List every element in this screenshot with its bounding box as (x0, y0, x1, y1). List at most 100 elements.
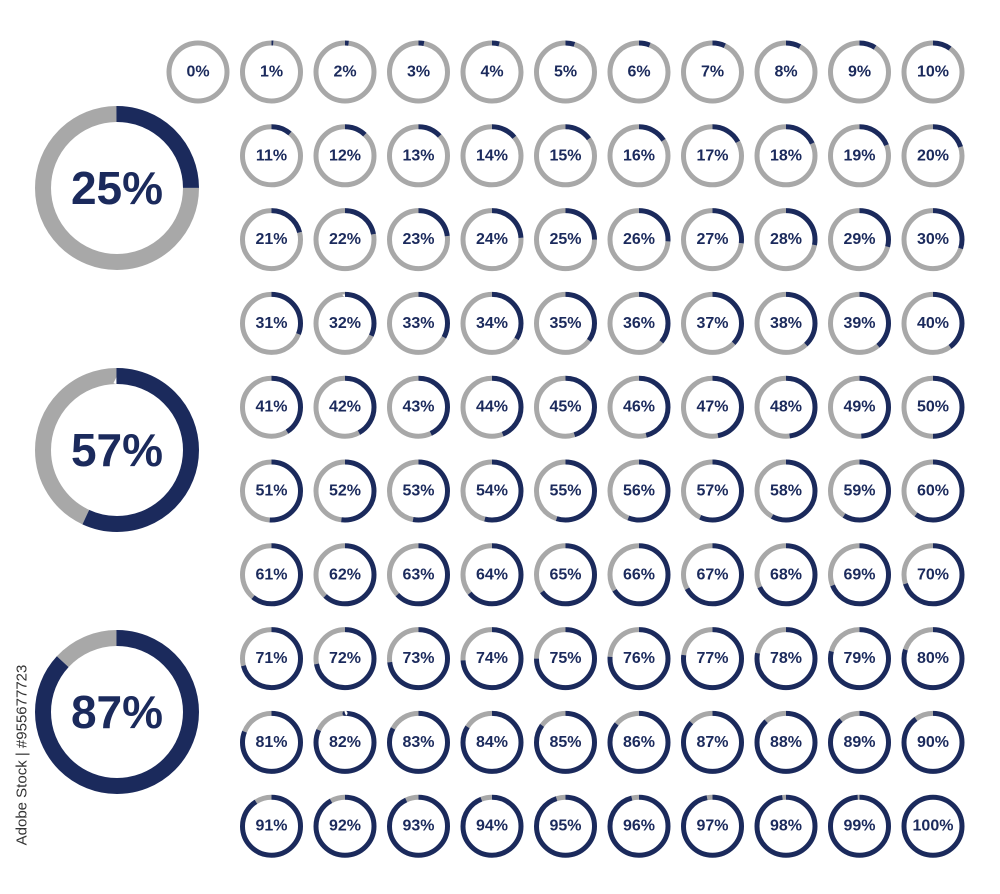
ring-label: 73% (402, 650, 434, 667)
ring-progress (607, 459, 671, 523)
ring-label: 51% (255, 483, 287, 500)
ring-label: 40% (917, 315, 949, 332)
ring-progress (754, 794, 818, 858)
ring-label: 69% (843, 566, 875, 583)
ring-progress (313, 375, 377, 439)
ring-progress (828, 291, 891, 355)
ring-progress (901, 375, 965, 439)
ring-progress (387, 627, 450, 691)
ring-progress (607, 543, 671, 607)
ring-progress (754, 208, 818, 272)
ring-progress (681, 710, 744, 774)
ring-label: 77% (696, 650, 728, 667)
ring-progress (828, 124, 891, 188)
ring-progress (240, 375, 303, 439)
ring-label: 48% (770, 399, 802, 416)
ring-progress (534, 543, 597, 607)
ring-progress (460, 291, 524, 355)
ring-progress (313, 291, 377, 355)
ring-progress (754, 375, 818, 439)
ring-progress (240, 794, 303, 858)
ring-label: 52% (329, 483, 361, 500)
ring-label: 91% (255, 818, 287, 835)
ring-progress (681, 543, 744, 607)
ring-progress (754, 543, 818, 607)
ring-label: 60% (917, 483, 949, 500)
ring-progress (460, 124, 524, 188)
ring-progress (313, 710, 377, 774)
ring-label: 63% (402, 566, 434, 583)
ring-progress (387, 710, 450, 774)
ring-progress (681, 40, 744, 104)
ring-progress (681, 459, 744, 523)
ring-label: 99% (843, 818, 875, 835)
ring-progress (534, 40, 597, 104)
ring-label: 0% (186, 64, 209, 81)
ring-progress (681, 627, 744, 691)
ring-progress (607, 375, 671, 439)
ring-progress (534, 459, 597, 523)
ring-label: 18% (770, 147, 802, 164)
ring-label: 47% (696, 399, 728, 416)
ring-label: 66% (623, 566, 655, 583)
ring-label: 65% (549, 566, 581, 583)
ring-label: 38% (770, 315, 802, 332)
ring-label: 30% (917, 231, 949, 248)
ring-label: 93% (402, 818, 434, 835)
ring-progress (901, 40, 965, 104)
ring-label: 55% (549, 483, 581, 500)
ring-progress (901, 543, 965, 607)
ring-label: 45% (549, 399, 581, 416)
ring-label: 13% (402, 147, 434, 164)
ring-label: 46% (623, 399, 655, 416)
ring-progress (460, 710, 524, 774)
ring-label: 88% (770, 734, 802, 751)
ring-label: 8% (774, 64, 797, 81)
ring-progress (681, 208, 744, 272)
ring-label: 15% (549, 147, 581, 164)
ring-progress (901, 124, 965, 188)
ring-progress (901, 627, 965, 691)
ring-label: 25% (549, 231, 581, 248)
ring-progress (828, 375, 891, 439)
ring-progress (313, 208, 377, 272)
ring-label: 62% (329, 566, 361, 583)
ring-label: 100% (913, 818, 954, 835)
ring-label: 53% (402, 483, 434, 500)
ring-label: 94% (476, 818, 508, 835)
ring-progress (754, 459, 818, 523)
ring-label: 6% (627, 64, 650, 81)
ring-progress (387, 124, 450, 188)
ring-progress (240, 459, 303, 523)
ring-label: 19% (843, 147, 875, 164)
ring-label: 75% (549, 650, 581, 667)
ring-label: 67% (696, 566, 728, 583)
ring-progress (607, 40, 671, 104)
ring-label: 12% (329, 147, 361, 164)
ring-label: 29% (843, 231, 875, 248)
ring-label: 9% (848, 64, 871, 81)
ring-label: 43% (402, 399, 434, 416)
ring-track (387, 208, 450, 272)
ring-label: 56% (623, 483, 655, 500)
ring-label: 16% (623, 147, 655, 164)
ring-progress (754, 627, 818, 691)
ring-progress (35, 368, 199, 532)
ring-label: 76% (623, 650, 655, 667)
ring-label: 83% (402, 734, 434, 751)
ring-track (681, 208, 744, 272)
ring-progress (754, 710, 818, 774)
ring-label: 39% (843, 315, 875, 332)
ring-label: 49% (843, 399, 875, 416)
ring-progress (828, 710, 891, 774)
ring-progress (534, 627, 597, 691)
side-text: Adobe Stock | #955677723 (14, 665, 31, 846)
ring-progress (901, 459, 965, 523)
ring-label: 90% (917, 734, 949, 751)
ring-progress (681, 124, 744, 188)
ring-label: 3% (407, 64, 430, 81)
ring-progress (901, 291, 965, 355)
ring-label: 37% (696, 315, 728, 332)
ring-label: 82% (329, 734, 361, 751)
ring-progress (387, 291, 450, 355)
